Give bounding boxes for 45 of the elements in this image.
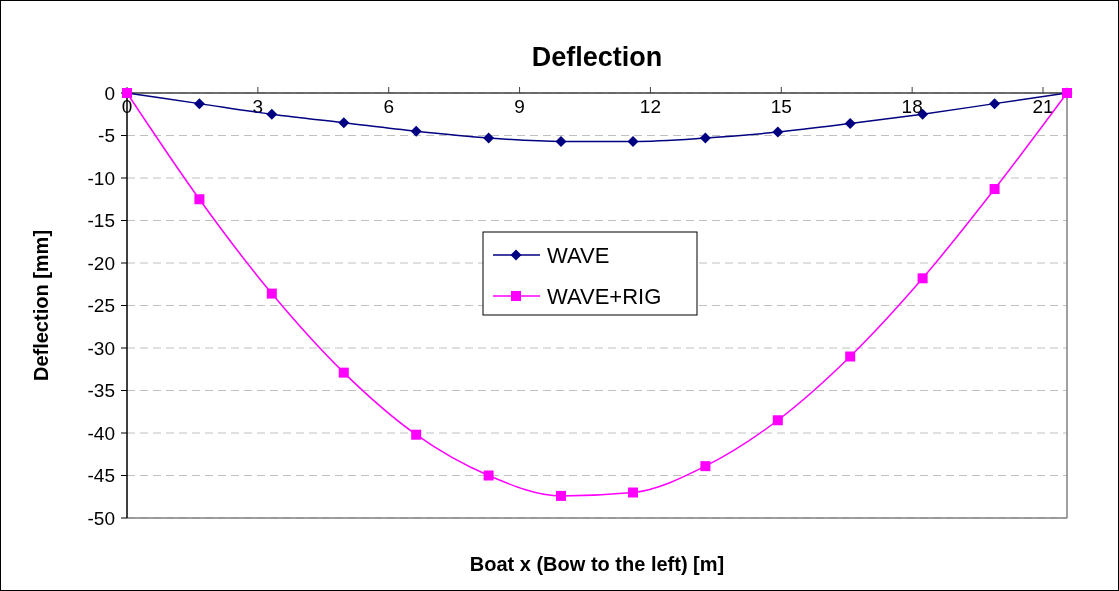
x-tick-label: 12 [639,96,661,117]
chart-title: Deflection [531,42,663,72]
y-tick-label: -10 [87,167,115,189]
point [772,126,784,138]
y-axis-title: Deflection [mm] [30,229,52,382]
point [555,135,567,147]
x-tick-label: 15 [770,96,792,117]
point [266,288,277,299]
x-tick-label: 6 [383,96,395,117]
point [844,118,856,130]
point [410,125,422,137]
point [193,98,205,110]
point [917,273,928,284]
y-tick-label: -5 [98,125,115,147]
legend-label: WAVE+RIG [547,283,662,309]
y-tick-label: -35 [87,380,115,402]
point [266,108,278,120]
y-tick-label: -40 [87,422,115,444]
point [845,351,856,362]
point [411,429,422,440]
y-tick-label: -50 [87,507,115,529]
point [700,461,711,472]
point [772,415,783,426]
point [627,135,639,147]
point [989,184,1000,195]
y-tick-label: -15 [87,210,115,232]
x-tick-label: 9 [514,96,525,117]
x-axis-title: Boat x (Bow to the left) [m] [469,553,725,575]
x-tick-label: 18 [901,96,923,117]
point [556,490,567,501]
y-tick-label: -30 [87,337,115,359]
x-tick-label: 3 [252,96,264,117]
x-tick-label: 21 [1032,96,1054,117]
point [483,470,494,481]
point [989,98,1001,110]
point [483,132,495,144]
point [338,367,349,378]
point [627,487,638,498]
legend-label: WAVE [547,242,610,268]
point [338,117,350,129]
y-tick-label: -45 [87,465,115,487]
point [699,132,711,144]
y-tick-label: -25 [87,295,115,317]
y-tick-label: -20 [87,252,115,274]
point [194,194,205,205]
